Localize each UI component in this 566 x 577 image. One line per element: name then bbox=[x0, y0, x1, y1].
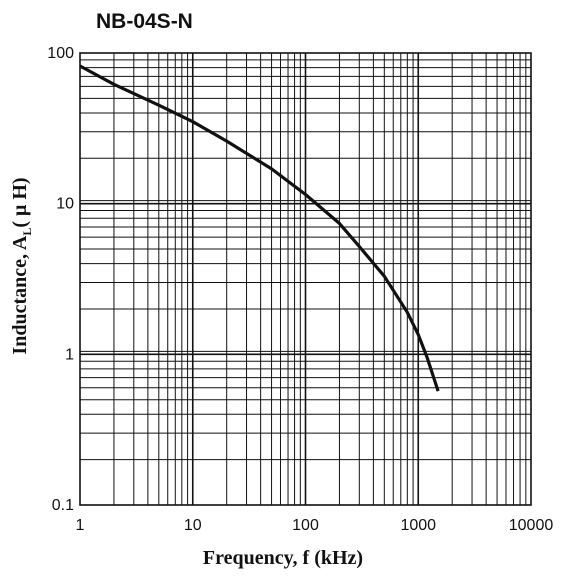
x-tick-label: 10000 bbox=[509, 517, 554, 534]
x-tick-label: 100 bbox=[292, 517, 319, 534]
chart-title: NB-04S-N bbox=[96, 10, 193, 33]
y-tick-label: 1 bbox=[65, 346, 74, 363]
x-axis-label: Frequency, f (kHz) bbox=[202, 547, 364, 569]
x-tick-label: 10 bbox=[184, 517, 202, 534]
y-tick-label: 0.1 bbox=[52, 497, 74, 514]
series-line bbox=[79, 64, 440, 392]
y-tick-label: 100 bbox=[47, 45, 74, 62]
y-axis-label-subscript: L bbox=[20, 227, 34, 236]
x-tick-label: 1000 bbox=[400, 517, 436, 534]
x-tick-label: 1 bbox=[76, 517, 85, 534]
plot-frame bbox=[79, 52, 532, 506]
y-tick-label: 10 bbox=[56, 196, 74, 213]
y-axis-label-unit: ( μ H) bbox=[9, 177, 31, 228]
y-axis-label-main: Inductance, A bbox=[9, 235, 31, 355]
